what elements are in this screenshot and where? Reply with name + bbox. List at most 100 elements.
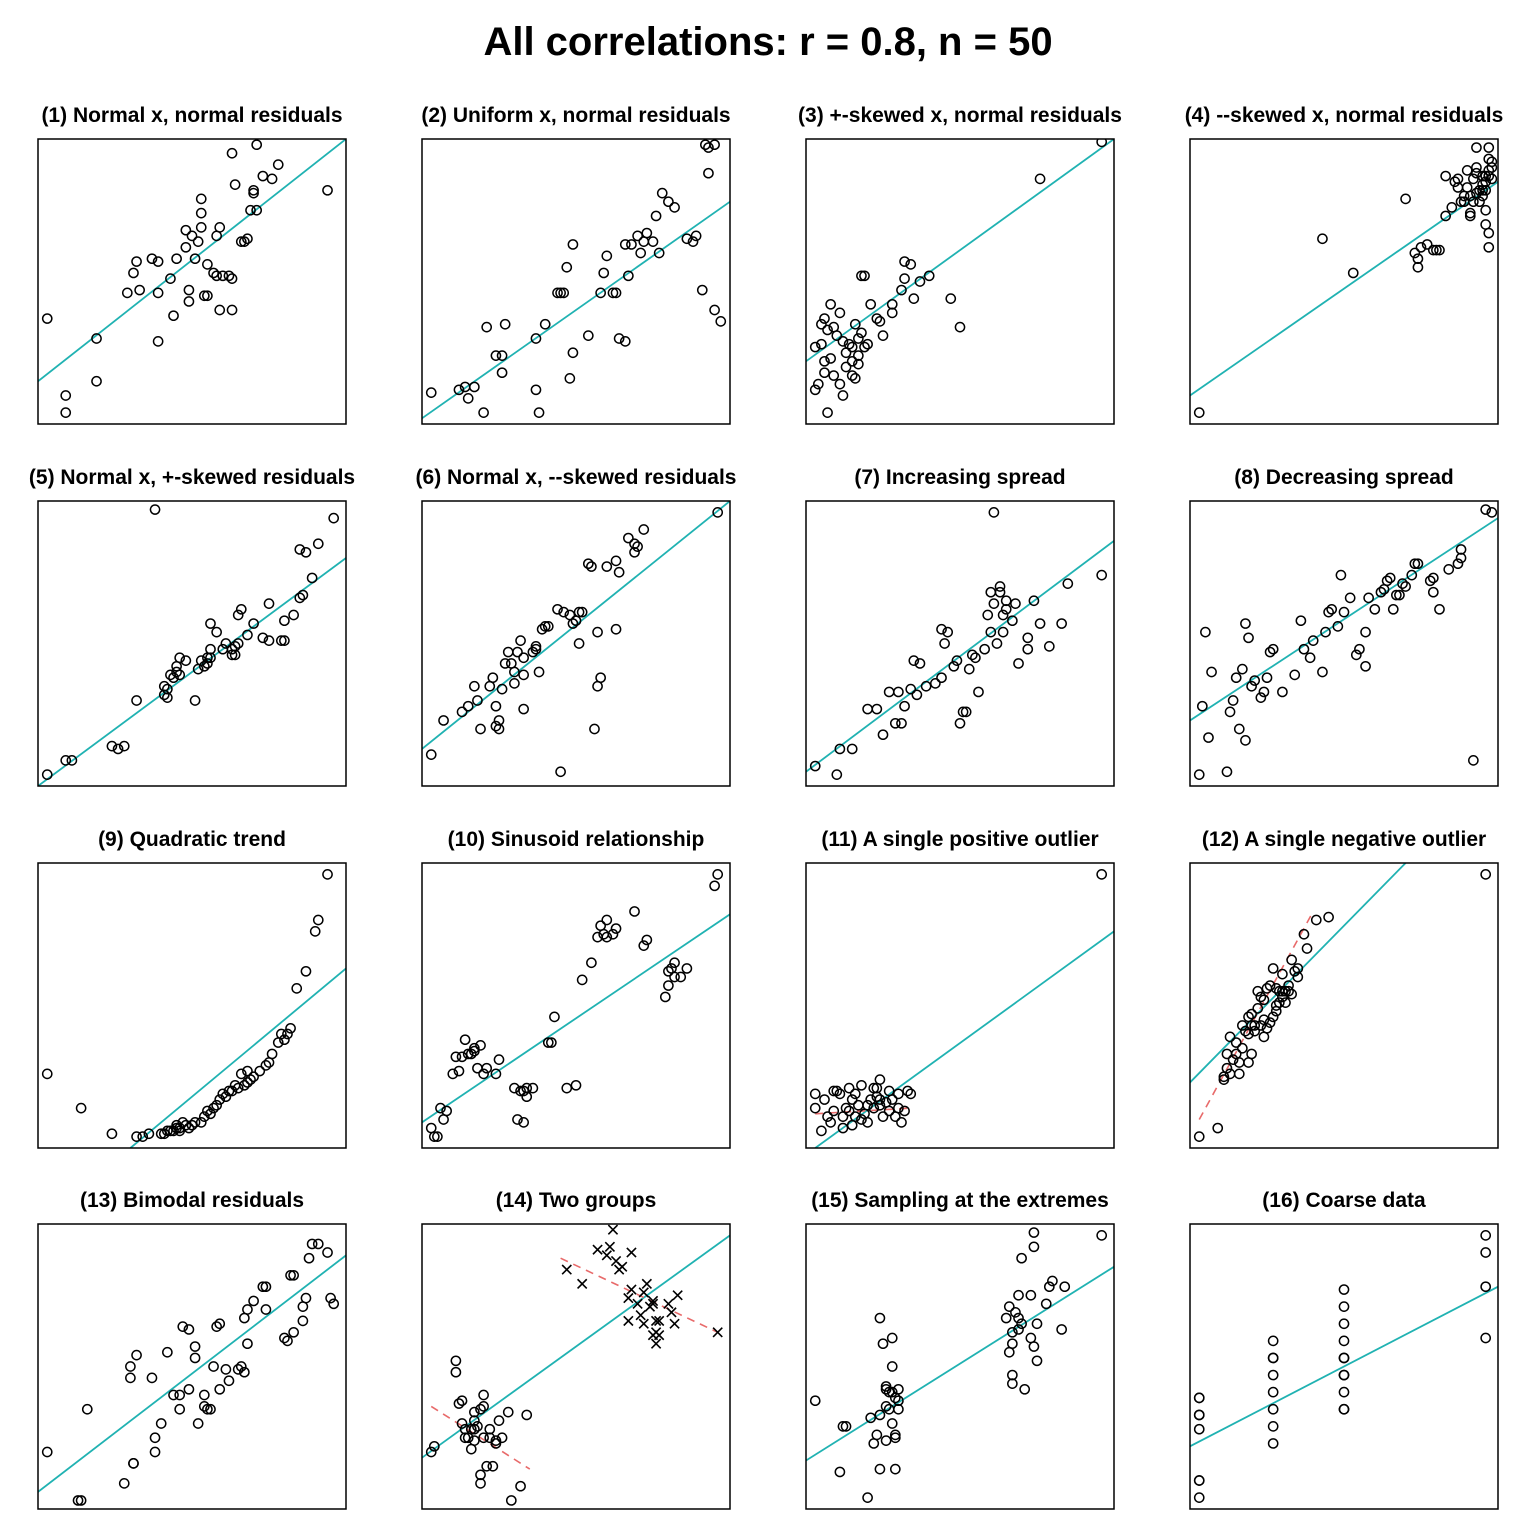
data-point [862,1099,873,1111]
data-point [475,1478,486,1489]
data-point [205,1108,216,1120]
data-point [1292,963,1304,974]
data-point [174,669,186,681]
data-point [456,1395,468,1407]
data-point [450,1366,462,1378]
data-point [41,1068,53,1080]
data-point [475,1040,486,1051]
data-point [840,1421,852,1432]
data-point [1221,1048,1233,1060]
data-point [883,1105,895,1117]
data-point-cross [641,1278,653,1290]
data-point [1258,686,1270,698]
data-point [1040,1298,1052,1310]
data-point [681,233,693,245]
data-point [300,546,312,558]
data-point [880,1381,892,1392]
data-point [626,239,637,250]
data-point-cross [626,1247,637,1258]
data-point [512,1114,523,1125]
data-point [1338,1284,1350,1295]
data-point-cross [635,1310,646,1321]
panel-title: (4) --skewed x, normal residuals [1185,104,1504,127]
data-point-cross [663,1298,674,1309]
data-point [1409,558,1421,570]
data-point [970,652,981,664]
data-point [1270,983,1282,994]
data-point [131,695,142,706]
data-point [809,1395,821,1407]
data-point [1096,1230,1108,1241]
data-point [450,1051,462,1063]
data-point [561,261,573,273]
data-point [1427,244,1439,256]
data-point [121,287,133,299]
data-point [242,629,253,641]
data-point-cross [650,1327,662,1338]
data-point [862,703,873,715]
data-point [1193,1492,1205,1503]
data-point [171,253,182,265]
data-point [496,350,508,361]
data-point [812,378,824,390]
data-point [195,222,207,233]
data-point [1249,675,1261,686]
data-point [874,1312,886,1324]
data-point [125,1372,136,1384]
data-point [272,159,284,170]
regression-line [38,139,346,382]
data-point [214,1094,226,1105]
data-point [889,717,901,729]
data-point-cross [561,1264,572,1275]
data-point [202,1403,213,1415]
data-point [1252,985,1264,997]
data-point [1224,706,1236,718]
data-point [1193,769,1205,780]
data-point [1193,407,1205,418]
plot-frame [37,138,347,425]
data-point [1233,1068,1245,1080]
data-point [896,717,907,729]
data-point [819,1094,830,1105]
data-point [558,287,570,299]
data-point [1394,589,1405,601]
data-point [871,703,883,715]
data-point [208,1102,219,1114]
data-point [589,723,600,735]
data-point [195,1117,207,1128]
data-point [168,1125,179,1137]
panel-title: (16) Coarse data [1262,1189,1426,1212]
data-point [223,1085,235,1097]
panel-2: (2) Uniform x, normal residuals [421,104,731,425]
data-point [1464,207,1476,219]
data-point [552,603,563,615]
data-point [973,686,984,698]
data-point [871,313,883,324]
data-point [1480,170,1492,182]
data-point [914,276,926,287]
data-point [825,298,836,310]
data-point [899,1105,910,1117]
data-point [165,273,176,284]
data-point [1237,1042,1248,1054]
data-point [309,926,321,937]
plot-frame [1189,862,1499,1149]
data-point-cross [669,1318,680,1329]
data-point [487,672,499,684]
regression-line [814,930,1114,1148]
data-point [623,532,634,544]
data-point [837,1122,849,1134]
data-point [1286,988,1297,1000]
data-point [675,971,687,983]
data-point [279,1332,290,1344]
data-point [1267,1011,1279,1023]
data-point [521,1091,533,1103]
data-point [462,1048,474,1060]
data-point [1480,1281,1492,1293]
data-point [819,313,830,324]
panel-title: (13) Bimodal residuals [80,1189,304,1212]
data-point [607,287,619,299]
data-point [263,635,275,647]
data-point-cross [650,1338,662,1349]
data-point [610,923,622,934]
